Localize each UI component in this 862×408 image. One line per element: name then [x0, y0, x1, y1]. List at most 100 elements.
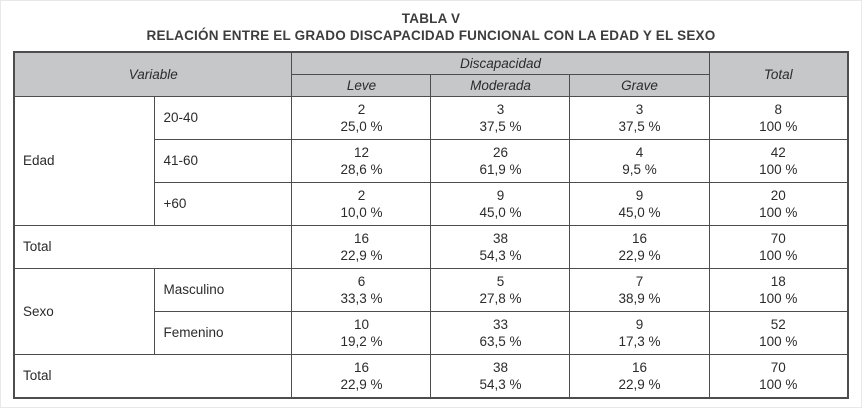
data-cell: 3 37,5 %: [569, 95, 710, 140]
cell-percent: 22,9 %: [340, 376, 383, 392]
cell-count: 3: [635, 101, 644, 117]
data-cell: 5 27,8 %: [430, 267, 571, 312]
data-cell: 12 28,6 %: [291, 138, 432, 183]
table-row: +60 2 10,0 % 9 45,0 % 9 45,0 % 20 100 %: [14, 181, 849, 226]
cell-percent: 22,9 %: [618, 247, 661, 263]
cell-percent: 9,5 %: [622, 161, 657, 177]
cell-percent: 100 %: [759, 247, 798, 263]
data-cell: 70 100 %: [708, 224, 849, 269]
cell-percent: 25,0 %: [340, 118, 383, 134]
cell-count: 12: [353, 144, 369, 160]
cell-percent: 100 %: [759, 290, 798, 306]
data-cell: 33 63,5 %: [430, 310, 571, 355]
data-cell: 2 25,0 %: [291, 95, 432, 140]
data-cell: 8 100 %: [708, 95, 849, 140]
data-cell: 9 45,0 %: [430, 181, 571, 226]
cell-count: 9: [496, 187, 505, 203]
data-cell: 4 9,5 %: [569, 138, 710, 183]
cell-percent: 100 %: [759, 376, 798, 392]
cell-percent: 37,5 %: [479, 118, 522, 134]
data-cell: 38 54,3 %: [430, 353, 571, 398]
cell-count: 10: [353, 316, 369, 332]
cell-percent: 22,9 %: [340, 247, 383, 263]
cell-count: 16: [631, 359, 647, 375]
group-label-sexo: Sexo: [13, 267, 156, 355]
data-cell: 16 22,9 %: [291, 224, 432, 269]
cell-count: 18: [770, 273, 786, 289]
table-row: Femenino 10 19,2 % 33 63,5 % 9 17,3 % 52 100…: [14, 310, 849, 355]
data-cell: 7 38,9 %: [569, 267, 710, 312]
cell-percent: 28,6 %: [340, 161, 383, 177]
cell-count: 16: [353, 359, 369, 375]
cell-count: 7: [635, 273, 644, 289]
data-cell: 10 19,2 %: [291, 310, 432, 355]
sub-label: Masculino: [154, 267, 293, 312]
cell-percent: 100 %: [759, 161, 798, 177]
table-title: RELACIÓN ENTRE EL GRADO DISCAPACIDAD FUN…: [146, 28, 716, 43]
header-row-1: Variable Discapacidad Total: [13, 51, 849, 97]
header-grave: Grave: [569, 73, 710, 97]
cell-percent: 61,9 %: [479, 161, 522, 177]
cell-percent: 45,0 %: [479, 204, 522, 220]
total-label: Total: [13, 224, 293, 269]
header-moderada: Moderada: [430, 73, 571, 97]
data-cell: 42 100 %: [708, 138, 849, 183]
header-total: Total: [708, 51, 849, 97]
sub-label: 20-40: [154, 95, 293, 140]
cell-count: 4: [635, 144, 644, 160]
sub-label: Femenino: [154, 310, 293, 355]
cell-percent: 19,2 %: [340, 333, 383, 349]
cell-percent: 37,5 %: [618, 118, 661, 134]
data-cell: 2 10,0 %: [291, 181, 432, 226]
cell-count: 2: [357, 101, 366, 117]
cell-count: 2: [357, 187, 366, 203]
table-row: Sexo Masculino 6 33,3 % 5 27,8 % 7 38,9 % 1…: [13, 267, 849, 355]
cell-count: 26: [492, 144, 508, 160]
cell-percent: 17,3 %: [618, 333, 661, 349]
cell-count: 5: [496, 273, 505, 289]
cell-percent: 27,8 %: [479, 290, 522, 306]
cell-count: 16: [631, 230, 647, 246]
header-variable: Variable: [13, 51, 293, 97]
data-cell: 9 17,3 %: [569, 310, 710, 355]
cell-count: 70: [770, 230, 786, 246]
data-cell: 20 100 %: [708, 181, 849, 226]
cell-count: 6: [357, 273, 366, 289]
sub-label: 41-60: [154, 138, 293, 183]
cell-percent: 100 %: [759, 118, 798, 134]
cell-count: 38: [492, 359, 508, 375]
cell-count: 38: [492, 230, 508, 246]
data-cell: 26 61,9 %: [430, 138, 571, 183]
data-cell: 38 54,3 %: [430, 224, 571, 269]
cell-percent: 45,0 %: [618, 204, 661, 220]
data-cell: 70 100 %: [708, 353, 849, 398]
cell-count: 9: [635, 187, 644, 203]
data-cell: 52 100 %: [708, 310, 849, 355]
cell-percent: 54,3 %: [479, 247, 522, 263]
header-leve: Leve: [291, 73, 432, 97]
cell-count: 52: [770, 316, 786, 332]
cell-percent: 54,3 %: [479, 376, 522, 392]
data-cell: 16 22,9 %: [569, 224, 710, 269]
data-cell: 16 22,9 %: [291, 353, 432, 398]
sub-label: +60: [154, 181, 293, 226]
total-row: Total 16 22,9 % 38 54,3 % 16 22,9 % 70 100 %: [13, 224, 849, 269]
header-row-2: Leve Moderada Grave: [14, 73, 848, 97]
table-row: 41-60 12 28,6 % 26 61,9 % 4 9,5 % 42 100 %: [14, 138, 849, 183]
cell-percent: 100 %: [759, 204, 798, 220]
data-cell: 9 45,0 %: [569, 181, 710, 226]
total-label: Total: [13, 353, 293, 398]
cell-percent: 10,0 %: [340, 204, 383, 220]
cell-percent: 63,5 %: [479, 333, 522, 349]
cell-count: 33: [492, 316, 508, 332]
data-cell: 16 22,9 %: [569, 353, 710, 398]
header-discapacidad: Discapacidad: [291, 51, 710, 75]
data-cell: 18 100 %: [708, 267, 849, 312]
discapacidad-table: Variable Discapacidad Total Leve Moderad…: [12, 51, 849, 399]
cell-percent: 33,3 %: [340, 290, 383, 306]
cell-percent: 100 %: [759, 333, 798, 349]
table-number: TABLA V: [401, 11, 461, 26]
cell-count: 9: [635, 316, 644, 332]
cell-count: 8: [774, 101, 782, 117]
